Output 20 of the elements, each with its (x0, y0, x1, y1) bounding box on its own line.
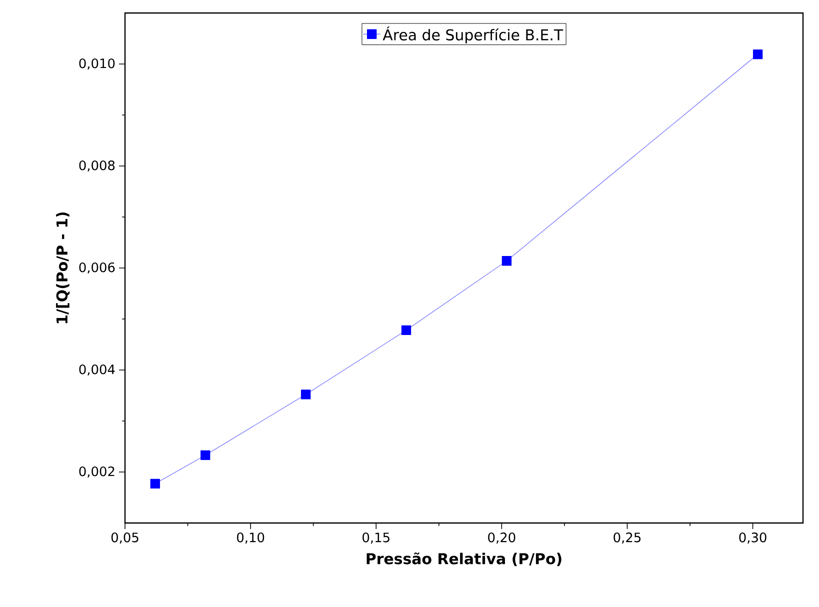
x-tick-label: 0,30 (739, 532, 766, 544)
y-tick-label: 0,002 (79, 466, 114, 478)
point (752, 49, 763, 60)
y-tick-label: 0,006 (79, 262, 115, 274)
y-tick-label: 0,008 (79, 160, 115, 172)
y-tick-label: 0,004 (79, 364, 115, 376)
x-tick-label: 0,15 (362, 532, 390, 544)
x-tick-label: 0,25 (614, 532, 641, 544)
y-tick-label: 0,010 (79, 58, 115, 70)
point (401, 325, 412, 336)
x-tick-label: 0,05 (111, 532, 138, 544)
point (502, 256, 512, 266)
x-axis-title: Pressão Relativa (P/Po) (366, 552, 562, 566)
y-axis-title: 1/[Q(Po/P - 1) (56, 212, 70, 324)
x-tick-label: 0,10 (237, 532, 264, 544)
point (150, 478, 160, 489)
x-tick-label: 0,20 (488, 532, 516, 544)
point (200, 450, 210, 460)
point (300, 390, 311, 400)
legend-label: Área de Superfície B.E.T (382, 26, 564, 44)
